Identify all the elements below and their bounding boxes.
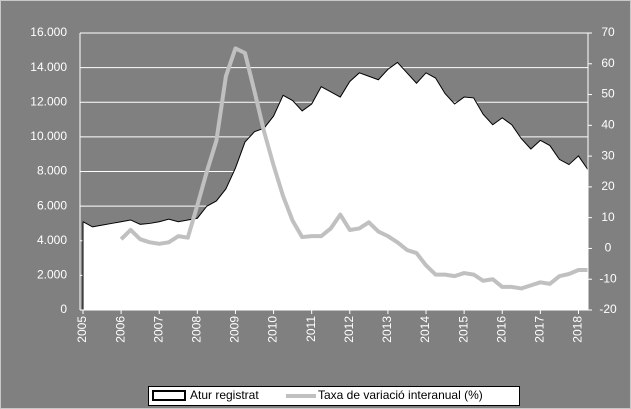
y2-tick-label: 60 xyxy=(601,56,615,70)
x-tick-label: 2015 xyxy=(456,316,470,343)
x-tick-label: 2017 xyxy=(533,316,547,343)
y-tick-label: 0 xyxy=(60,302,67,316)
x-tick-label: 2012 xyxy=(342,316,356,343)
area-fill xyxy=(83,62,588,311)
legend: Atur registrat Taxa de variació interanua… xyxy=(148,386,520,406)
y2-tick-label: 40 xyxy=(601,118,615,132)
x-tick-label: 2011 xyxy=(304,316,318,342)
y2-tick-label: 10 xyxy=(601,210,615,224)
x-tick-label: 2016 xyxy=(494,316,508,343)
y2-tick-label: 0 xyxy=(605,241,612,255)
x-tick-label: 2005 xyxy=(75,316,89,343)
y2-tick-label: 20 xyxy=(601,179,615,193)
x-tick-label: 2007 xyxy=(151,316,165,343)
legend-box xyxy=(148,386,520,406)
y-tick-label: 2.000 xyxy=(37,268,67,282)
x-tick-label: 2014 xyxy=(418,316,432,343)
y-tick-label: 14.000 xyxy=(30,60,67,74)
x-tick-label: 2009 xyxy=(228,316,242,343)
x-tick-label: 2018 xyxy=(571,316,585,343)
legend-swatch xyxy=(152,390,186,401)
y2-tick-label: 30 xyxy=(601,148,615,162)
legend-label: Atur registrat xyxy=(190,388,259,402)
y-tick-label: 12.000 xyxy=(30,94,67,108)
area-outline xyxy=(82,61,589,228)
y2-tick-label: -10 xyxy=(599,271,617,285)
y2-tick-label: 50 xyxy=(601,87,615,101)
y-tick-label: 8.000 xyxy=(37,164,67,178)
y-tick-label: 6.000 xyxy=(37,198,67,212)
y-tick-label: 16.000 xyxy=(30,25,67,39)
x-tick-label: 2013 xyxy=(380,316,394,343)
y-tick-label: 4.000 xyxy=(37,233,67,247)
x-tick-label: 2010 xyxy=(266,316,280,343)
y-tick-label: 10.000 xyxy=(30,129,67,143)
y2-tick-label: 70 xyxy=(601,25,615,39)
y2-tick-label: -20 xyxy=(599,302,617,316)
x-tick-label: 2006 xyxy=(113,316,127,343)
x-tick-label: 2008 xyxy=(190,316,204,343)
line-series xyxy=(119,46,588,291)
legend-label: Taxa de variació interanual (%) xyxy=(318,388,483,402)
